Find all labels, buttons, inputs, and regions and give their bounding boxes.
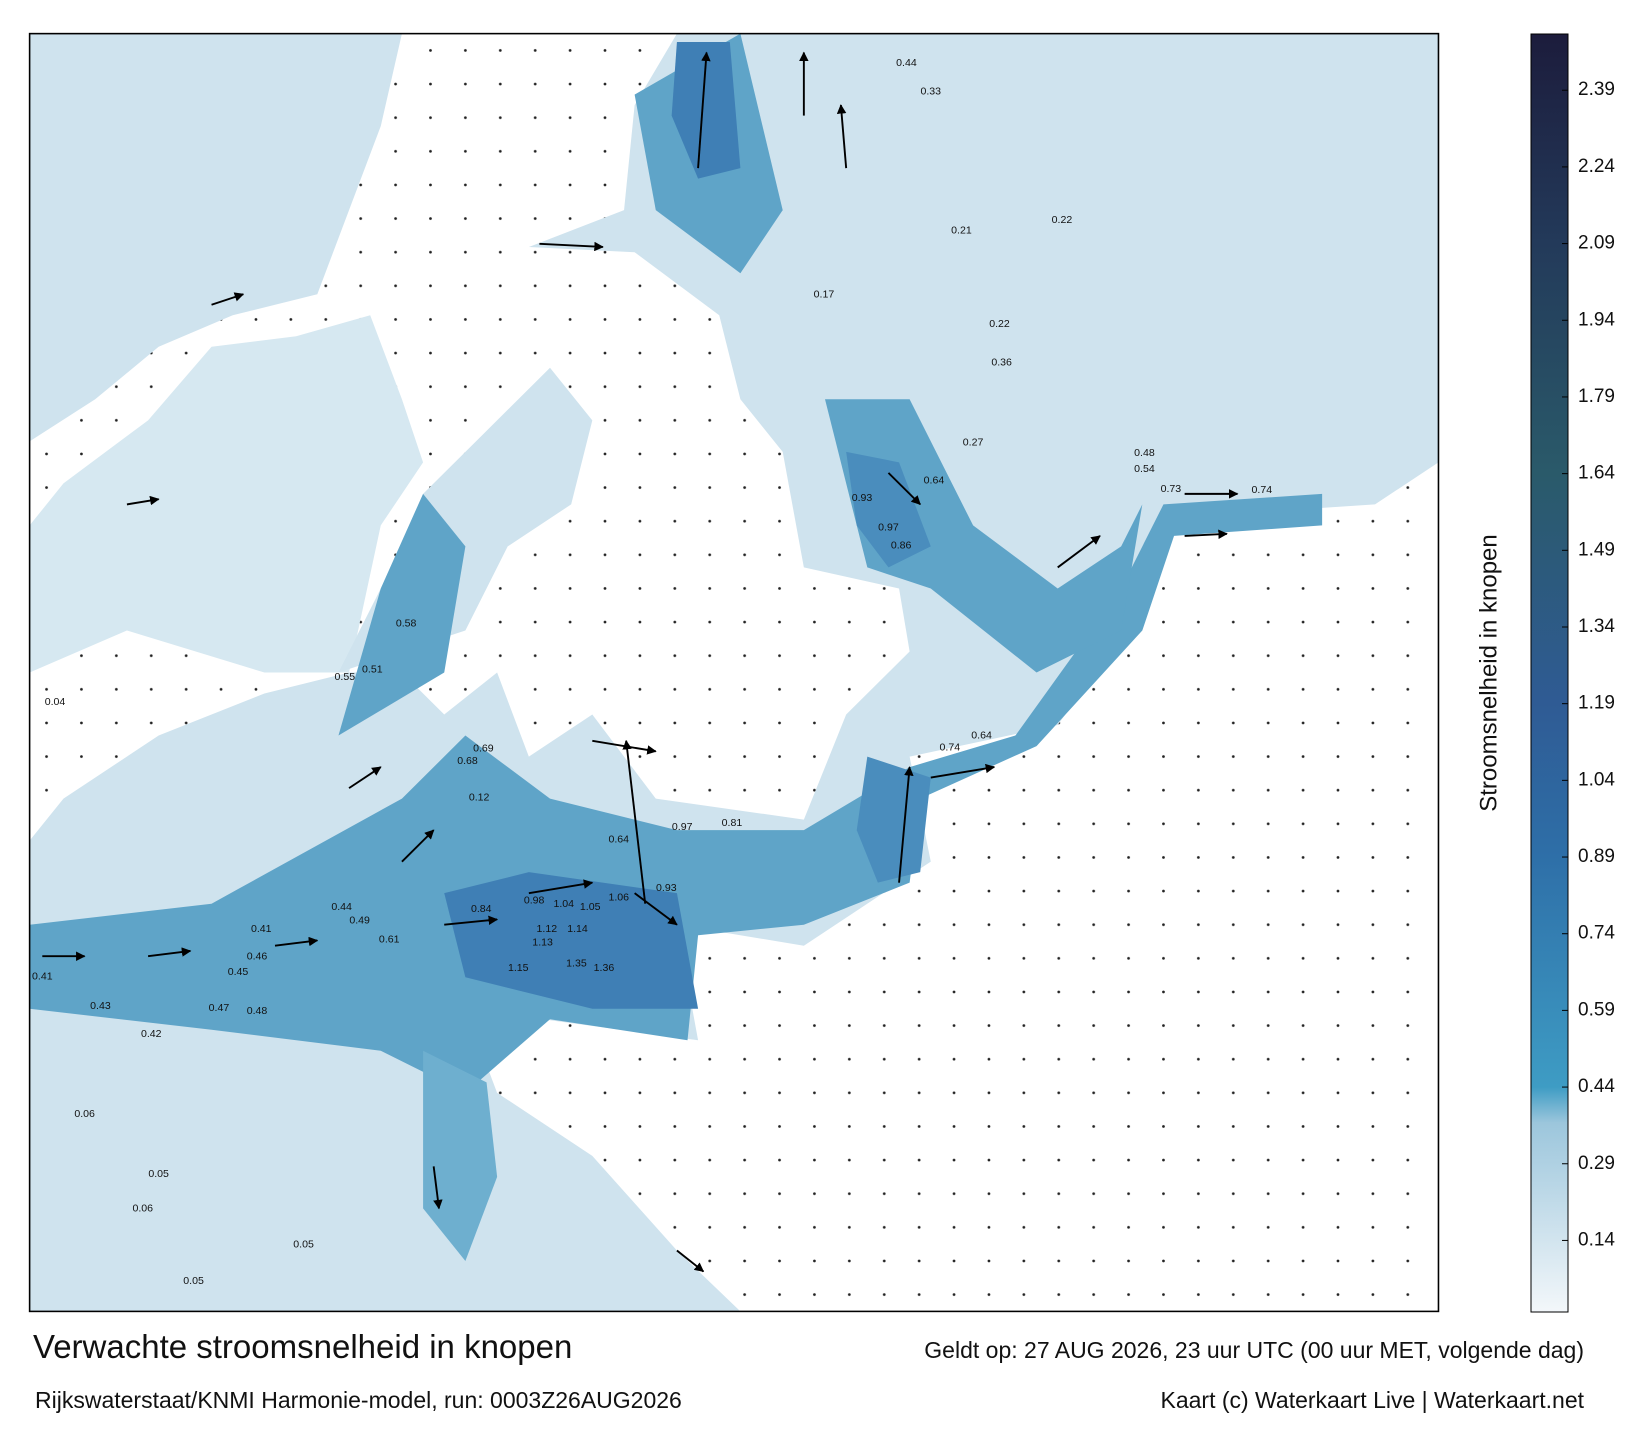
speed-label: 0.22 [989, 318, 1010, 330]
credit: Kaart (c) Waterkaart Live | Waterkaart.n… [1160, 1387, 1584, 1413]
colorbar-tick-label: 0.29 [1578, 1153, 1615, 1174]
speed-label: 1.14 [567, 923, 588, 935]
speed-label: 0.54 [1134, 463, 1155, 475]
speed-label: 0.93 [656, 882, 677, 894]
speed-label: 0.21 [951, 224, 972, 236]
model-run: Rijkswaterstaat/KNMI Harmonie-model, run… [35, 1387, 682, 1413]
speed-label: 0.73 [1161, 483, 1182, 495]
deep-water [444, 872, 699, 1009]
medium-water [29, 493, 1323, 1093]
speed-label: 0.48 [1134, 447, 1155, 459]
speed-label: 0.49 [349, 915, 370, 927]
speed-label: 0.74 [1252, 484, 1273, 496]
speed-label: 0.47 [209, 1002, 230, 1014]
speed-label: 0.06 [133, 1203, 154, 1215]
speed-label: 0.41 [32, 970, 53, 982]
speed-label: 0.86 [891, 540, 912, 552]
speed-label: 1.12 [537, 923, 558, 935]
map-labels: 0.41 0.43 0.42 0.47 0.48 0.46 0.45 0.41 0.44 0.49… [32, 57, 1272, 1287]
speed-label: 0.05 [183, 1275, 204, 1287]
speed-label: 1.06 [608, 892, 629, 904]
speed-label: 0.74 [940, 741, 961, 753]
speed-label: 0.98 [524, 895, 545, 907]
speed-label: 0.51 [362, 664, 383, 676]
speed-label: 0.41 [251, 923, 272, 935]
speed-label: 0.55 [335, 671, 356, 683]
colorbar-tick-label: 1.79 [1578, 386, 1615, 407]
colorbar-tick-label: 0.44 [1578, 1076, 1615, 1097]
speed-label: 1.05 [580, 901, 601, 913]
medium-water [825, 399, 1143, 673]
speed-label: 0.12 [469, 792, 490, 804]
colorbar-tick-label: 2.09 [1578, 233, 1615, 254]
speed-label: 0.33 [920, 86, 941, 98]
speed-label: 0.36 [991, 357, 1012, 369]
speed-label: 0.44 [896, 57, 917, 69]
speed-label: 0.64 [924, 474, 945, 486]
title: Verwachte stroomsnelheid in knopen [33, 1328, 572, 1365]
speed-label: 0.69 [473, 742, 494, 754]
speed-label: 0.17 [814, 288, 835, 300]
colorbar-tick-label: 1.94 [1578, 309, 1615, 330]
deep-water [846, 451, 931, 568]
speed-label: 0.64 [608, 834, 629, 846]
speed-label: 1.13 [532, 937, 553, 949]
shallow-water [29, 315, 424, 673]
speed-label: 0.44 [331, 901, 352, 913]
colorbar-scale [1530, 33, 1569, 1313]
speed-label: 0.61 [379, 934, 400, 946]
speed-label: 0.58 [396, 617, 417, 629]
speed-label: 0.42 [141, 1028, 162, 1040]
medium-water [338, 493, 466, 736]
speed-label: 0.04 [45, 696, 66, 708]
speed-label: 1.35 [566, 958, 587, 970]
speed-label: 0.27 [963, 437, 984, 449]
speed-label: 1.04 [553, 898, 574, 910]
map: 0.41 0.43 0.42 0.47 0.48 0.46 0.45 0.41 0.44 0.49… [28, 32, 1440, 1313]
speed-label: 0.05 [293, 1238, 314, 1250]
colorbar-tick-label: 0.74 [1578, 923, 1615, 944]
colorbar-tick-label: 1.04 [1578, 769, 1615, 790]
colorbar-label: Stroomsnelheid in knopen [1475, 534, 1502, 812]
valid-time: Geldt op: 27 AUG 2026, 23 uur UTC (00 uu… [924, 1337, 1584, 1363]
speed-label: 0.97 [878, 522, 899, 534]
colorbar-tick-label: 2.24 [1578, 156, 1615, 177]
shallow-water [29, 33, 402, 442]
colorbar-tick-label: 0.59 [1578, 999, 1615, 1020]
deep-water [856, 756, 931, 883]
deep-water [671, 42, 741, 179]
speed-label: 0.22 [1052, 214, 1073, 226]
colorbar-tick-label: 1.19 [1578, 693, 1615, 714]
speed-label: 1.15 [508, 962, 529, 974]
speed-label: 0.48 [247, 1005, 268, 1017]
speed-label: 0.97 [672, 821, 693, 833]
colorbar: 0.14 0.29 0.44 0.59 0.74 0.89 1.04 1.19 1.34 1.49… [1530, 33, 1615, 1313]
speed-label: 0.93 [852, 492, 873, 504]
current-arrows [42, 51, 1239, 1273]
speed-label: 0.06 [74, 1108, 95, 1120]
speed-label: 0.05 [148, 1168, 169, 1180]
speed-label: 0.81 [722, 817, 743, 829]
speed-label: 0.68 [457, 755, 478, 767]
speed-label: 0.43 [90, 1000, 111, 1012]
map-frame [28, 32, 1440, 1313]
water [29, 33, 1439, 1312]
speed-label: 0.46 [247, 950, 268, 962]
speed-label: 0.64 [971, 730, 992, 742]
speed-label: 1.36 [594, 962, 615, 974]
colorbar-tick-label: 1.49 [1578, 539, 1615, 560]
speed-label: 0.84 [471, 903, 492, 915]
colorbar-tick-label: 1.34 [1578, 616, 1615, 637]
colorbar-tick-label: 0.14 [1578, 1229, 1615, 1250]
colorbar-tick-label: 2.39 [1578, 79, 1615, 100]
colorbar-tick-label: 1.64 [1578, 463, 1615, 484]
speed-label: 0.45 [228, 966, 249, 978]
colorbar-tick-label: 0.89 [1578, 846, 1615, 867]
